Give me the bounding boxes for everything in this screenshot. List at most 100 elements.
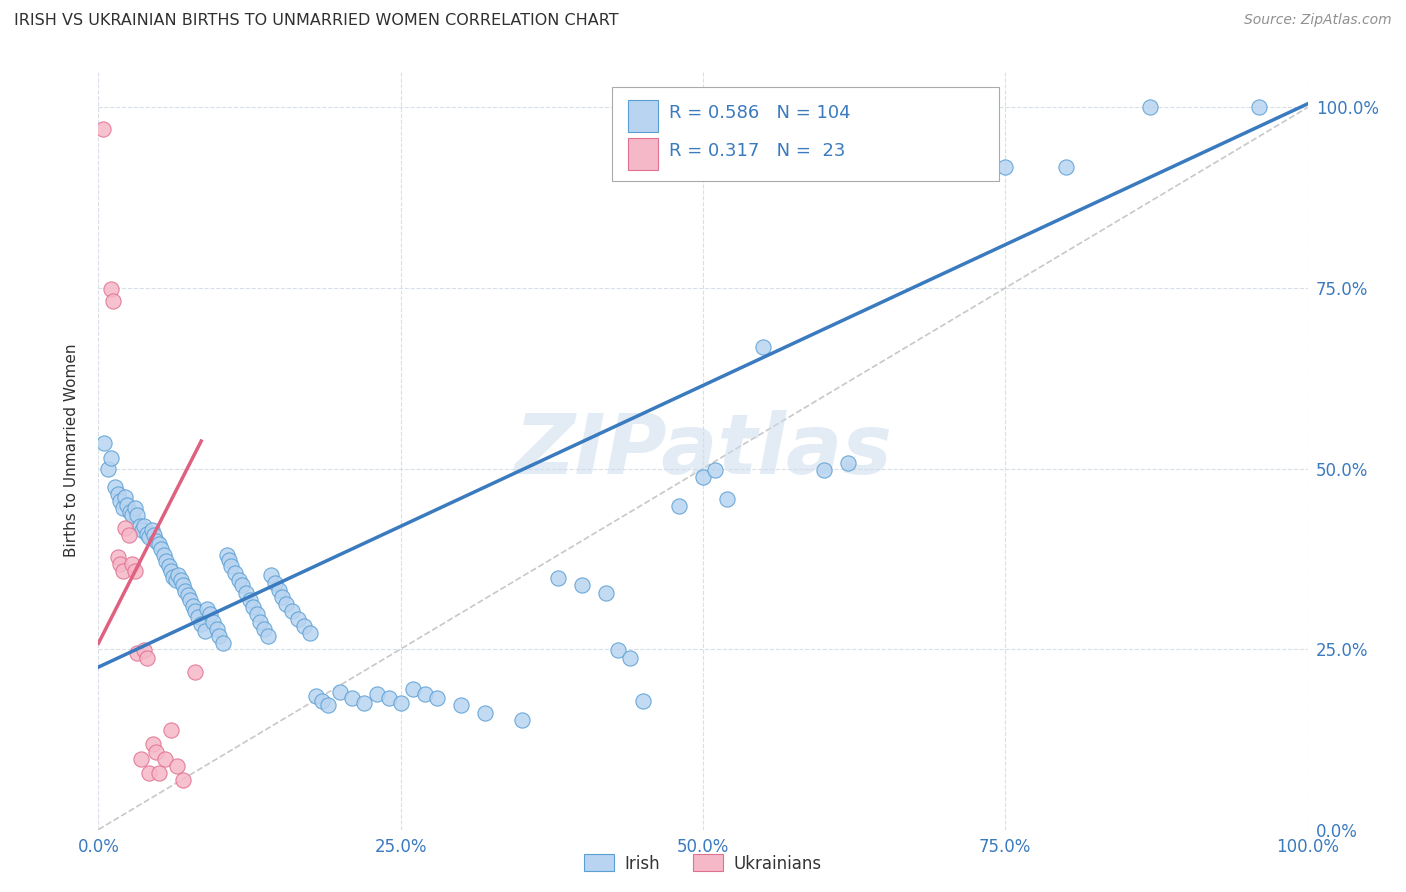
Point: [342, 691, 364, 706]
Point: [221, 559, 243, 574]
Point: [246, 607, 269, 622]
Point: [157, 559, 180, 574]
Point: [571, 578, 593, 592]
Point: [143, 528, 166, 542]
Point: [134, 519, 156, 533]
Point: [316, 698, 339, 713]
Point: [873, 100, 896, 114]
Point: [607, 643, 630, 657]
Point: [1139, 100, 1161, 114]
Point: [187, 609, 209, 624]
Point: [205, 622, 228, 636]
Point: [135, 650, 157, 665]
Point: [101, 293, 124, 308]
Point: [413, 687, 436, 701]
Point: [135, 526, 157, 541]
Point: [148, 766, 170, 780]
Point: [474, 706, 496, 720]
Point: [190, 616, 212, 631]
Point: [169, 574, 191, 588]
Point: [107, 549, 129, 564]
Point: [668, 499, 690, 513]
Point: [134, 643, 156, 657]
Point: [704, 463, 727, 477]
Point: [152, 548, 174, 562]
Point: [260, 568, 283, 582]
Text: R = 0.586   N = 104: R = 0.586 N = 104: [669, 104, 851, 122]
Point: [256, 629, 278, 643]
Point: [160, 723, 183, 737]
Point: [595, 585, 617, 599]
Point: [274, 597, 297, 611]
Point: [177, 588, 200, 602]
Point: [107, 487, 129, 501]
Point: [129, 752, 152, 766]
Point: [264, 575, 287, 590]
Point: [93, 436, 115, 450]
Point: [402, 681, 425, 696]
Point: [131, 523, 153, 537]
Point: [184, 665, 207, 680]
Point: [813, 463, 835, 477]
Point: [299, 626, 322, 640]
Point: [249, 615, 271, 629]
Point: [239, 593, 262, 607]
Point: [510, 713, 533, 727]
Point: [202, 615, 225, 629]
Point: [121, 557, 143, 571]
Point: [619, 650, 641, 665]
Point: [426, 691, 449, 706]
Point: [166, 759, 188, 773]
Point: [716, 491, 738, 506]
Point: [108, 494, 131, 508]
Point: [215, 548, 238, 562]
Point: [235, 585, 257, 599]
Text: IRISH VS UKRAINIAN BIRTHS TO UNMARRIED WOMEN CORRELATION CHART: IRISH VS UKRAINIAN BIRTHS TO UNMARRIED W…: [14, 13, 619, 29]
Point: [366, 687, 388, 701]
Point: [305, 689, 328, 703]
Point: [253, 622, 276, 636]
Bar: [628, 138, 658, 170]
Point: [292, 619, 315, 633]
Point: [97, 461, 120, 475]
Point: [104, 479, 127, 493]
Point: [212, 636, 235, 650]
Point: [267, 582, 290, 597]
Point: [194, 624, 217, 638]
Point: [353, 696, 375, 710]
Point: [118, 528, 141, 542]
Point: [127, 508, 149, 523]
Point: [138, 766, 160, 780]
Point: [124, 564, 146, 578]
Point: [124, 501, 146, 516]
Point: [165, 574, 187, 588]
Point: [281, 605, 304, 619]
Point: [389, 696, 412, 710]
Point: [138, 530, 160, 544]
Point: [162, 570, 184, 584]
Point: [224, 566, 246, 581]
Point: [1249, 100, 1271, 114]
Bar: [628, 100, 658, 132]
Point: [148, 537, 170, 551]
Point: [311, 694, 333, 708]
Point: [450, 698, 472, 713]
Point: [117, 498, 139, 512]
Point: [837, 456, 859, 470]
Point: [145, 533, 167, 548]
Point: [179, 593, 201, 607]
Point: [108, 557, 131, 571]
Point: [547, 571, 569, 585]
Point: [172, 578, 194, 592]
Point: [208, 629, 231, 643]
Text: ZIPatlas: ZIPatlas: [515, 410, 891, 491]
Point: [150, 542, 173, 557]
FancyBboxPatch shape: [613, 87, 1000, 181]
Point: [167, 568, 190, 582]
Legend: Irish, Ukrainians: Irish, Ukrainians: [578, 847, 828, 880]
Point: [155, 554, 177, 568]
Point: [631, 694, 654, 708]
Point: [994, 160, 1017, 174]
Y-axis label: Births to Unmarried Women: Births to Unmarried Women: [65, 343, 79, 558]
Point: [118, 505, 141, 519]
